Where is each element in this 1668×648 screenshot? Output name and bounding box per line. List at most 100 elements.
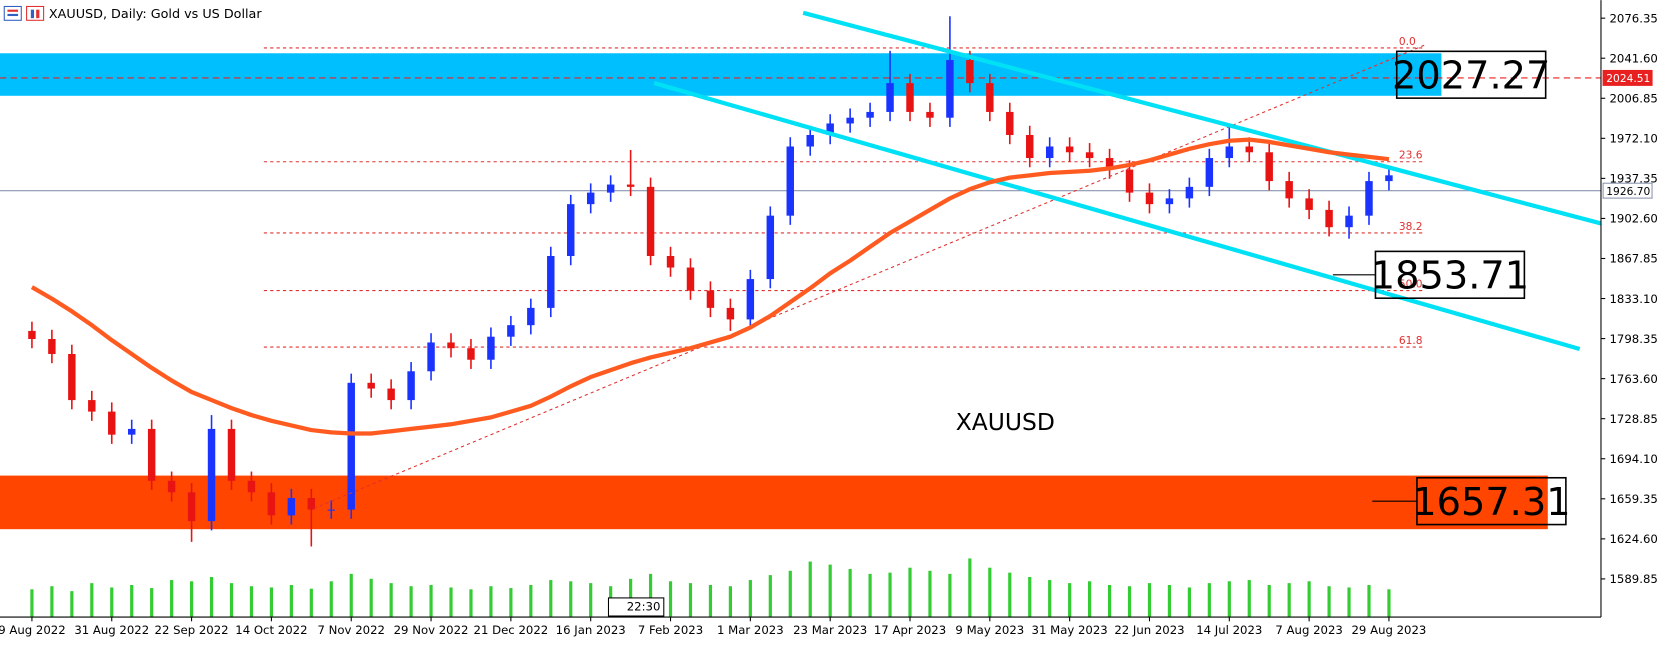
volume-bar (1327, 586, 1331, 618)
x-tick-label: 1 Mar 2023 (717, 623, 784, 637)
volume-bar (1367, 584, 1371, 618)
front-layer: 2027.27 1853.71 1657.31 (30, 50, 1571, 526)
candle-body (267, 492, 276, 516)
y-tick-label: 1694.10 (1609, 452, 1657, 466)
x-tick-label: 14 Oct 2022 (235, 623, 307, 637)
volume-bar (648, 573, 653, 618)
zone (0, 53, 1442, 96)
candle-body (347, 382, 355, 510)
back-layer: 0.0 23.6 38.2 50.0 61.8 (0, 35, 1601, 348)
candle-body (1205, 158, 1214, 187)
price-line-label: 2024.51 (1606, 72, 1650, 85)
volume-bar (329, 581, 333, 618)
candle-body (966, 60, 974, 84)
candle-body (906, 83, 914, 112)
volume-bar (429, 584, 433, 618)
icon (7, 13, 19, 17)
candle-body (1345, 215, 1353, 228)
y-tick-label: 1659.35 (1609, 492, 1657, 506)
volume-bar (988, 567, 992, 618)
annotation-box (1374, 250, 1526, 299)
fib-label: 23.6 (1399, 149, 1423, 162)
volume-bar (1107, 584, 1112, 618)
volume-bar (110, 587, 114, 618)
candle-body (1245, 146, 1253, 153)
candle-body (187, 492, 196, 522)
volume-bar (449, 587, 453, 618)
volume-bar (1088, 581, 1092, 618)
icon (30, 9, 35, 19)
price-line-tag (1602, 69, 1653, 86)
x-tick-label: 7 Nov 2022 (318, 623, 385, 637)
x-tick-label: 31 Aug 2022 (74, 623, 149, 637)
candle-body (167, 480, 176, 493)
annotation-label: 1657.31 (1412, 480, 1570, 525)
candle-body (1285, 181, 1293, 199)
x-tick-label: 17 Apr 2023 (874, 623, 946, 637)
y-tick-label: 2006.85 (1609, 92, 1657, 106)
cursor-time-box: 22:30 (607, 597, 665, 617)
candle-body (786, 146, 794, 216)
volume-bar (1068, 583, 1072, 618)
candle-body (686, 267, 695, 291)
zone (0, 475, 1548, 530)
volume-bar (848, 568, 852, 618)
moving-average (30, 137, 1390, 436)
candle-body (626, 184, 635, 187)
volume-bar (30, 589, 34, 618)
channel-upper (802, 10, 1602, 226)
volume-bar (668, 581, 673, 618)
y-tick-label: 2041.60 (1609, 51, 1657, 65)
x-tick-label: 29 Aug 2023 (1352, 623, 1427, 637)
candle-body (1225, 146, 1234, 159)
candle-body (127, 428, 136, 435)
volume-bar (189, 581, 194, 618)
toolbar-icons (3, 5, 45, 21)
icon (26, 5, 45, 21)
volume-bar (509, 588, 513, 618)
candle-body (986, 83, 994, 112)
y-tick-label: 1728.85 (1609, 412, 1657, 426)
volume-bar (70, 591, 74, 618)
annotation-box (1395, 50, 1547, 99)
volume-bar (1207, 583, 1211, 618)
annotation-box (1416, 476, 1567, 526)
candle-body (327, 509, 335, 511)
candle-body (1145, 192, 1154, 205)
candle-body (726, 307, 735, 320)
volume-bar (489, 586, 493, 618)
volume-bar (269, 587, 273, 618)
candle-body (1085, 152, 1094, 159)
volume-bar (788, 570, 792, 618)
volume-bar (1247, 580, 1251, 618)
icon (3, 5, 22, 21)
volume-bar (1008, 572, 1012, 618)
volume-bar (469, 589, 473, 618)
volume-bar (708, 584, 713, 618)
volume-bar (249, 586, 254, 618)
y-tick-label: 1867.85 (1609, 252, 1657, 266)
candle-body (706, 290, 715, 308)
candle-body (946, 60, 954, 118)
candle-body (147, 428, 156, 481)
candle-body (487, 336, 495, 360)
candle-body (68, 353, 76, 401)
volume-bar (209, 576, 214, 618)
candle-body (1105, 158, 1114, 170)
volume-bar (130, 584, 134, 618)
candle-body (586, 192, 595, 205)
volume-bar (1127, 586, 1132, 618)
volume-bar (828, 564, 832, 618)
volume-bar (150, 588, 154, 618)
candle-body (1365, 181, 1373, 216)
candle-body (866, 111, 874, 118)
candle-body (606, 184, 615, 193)
x-tick-label: 22 Jun 2023 (1114, 623, 1184, 637)
price-line-label: 1926.70 (1606, 185, 1650, 198)
cursor-time: 22:30 (627, 600, 661, 614)
x-tick-label: 22 Sep 2022 (155, 623, 229, 637)
watermark: XAUUSD (956, 408, 1055, 436)
candle-body (88, 400, 96, 412)
candle-body (287, 498, 296, 516)
